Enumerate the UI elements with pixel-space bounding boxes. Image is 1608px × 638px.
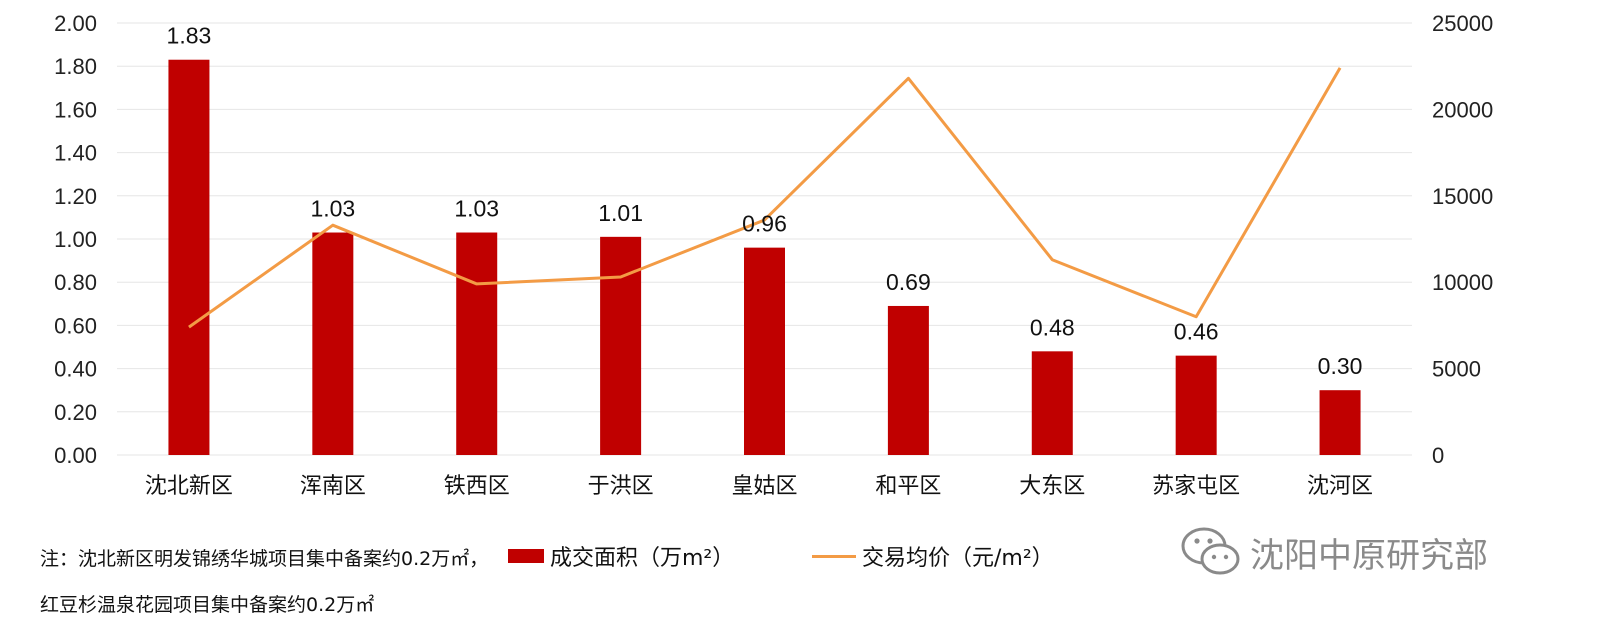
right-tick-label: 20000 <box>1432 97 1493 122</box>
bar-data-label: 0.96 <box>742 211 787 237</box>
category-label: 苏家屯区 <box>1152 474 1240 499</box>
watermark: 沈阳中原研究部 <box>1180 526 1488 578</box>
left-tick-label: 0.00 <box>54 443 97 468</box>
left-tick-label: 1.80 <box>54 54 97 79</box>
category-label: 沈北新区 <box>145 474 233 499</box>
legend-bar: 成交面积（万m²） <box>508 540 734 572</box>
wechat-icon <box>1181 527 1240 575</box>
bar <box>168 59 210 455</box>
category-label: 大东区 <box>1019 474 1085 499</box>
left-tick-label: 1.20 <box>54 184 97 209</box>
chart: 0.00 0.20 0.40 0.60 0.80 1.00 1.20 1.40 1.60 1.80… <box>54 11 1493 499</box>
bar <box>600 236 642 455</box>
left-axis: 0.00 0.20 0.40 0.60 0.80 1.00 1.20 1.40 1.60 1.80… <box>54 11 97 468</box>
legend-bar-swatch <box>508 549 544 563</box>
left-tick-label: 1.40 <box>54 141 97 166</box>
bar <box>1031 351 1073 455</box>
bar-data-label: 0.48 <box>1030 314 1075 340</box>
bar-data-label: 0.30 <box>1318 353 1363 379</box>
footnote-line-2: 红豆杉温泉花园项目集中备案约0.2万㎡ <box>40 594 375 616</box>
bar <box>744 247 785 455</box>
watermark-text: 沈阳中原研究部 <box>1250 535 1488 576</box>
bar-data-label: 0.46 <box>1174 319 1219 345</box>
bar <box>456 232 498 455</box>
right-axis: 0 5000 10000 15000 20000 25000 <box>1432 11 1493 468</box>
bar <box>312 232 354 455</box>
legend-line: 交易均价（元/m²） <box>812 540 1054 572</box>
category-label: 和平区 <box>875 474 941 499</box>
bar <box>1175 355 1217 455</box>
price-line <box>188 67 1342 329</box>
category-label: 皇姑区 <box>731 474 797 499</box>
left-tick-label: 2.00 <box>54 11 97 36</box>
right-tick-label: 10000 <box>1432 270 1493 295</box>
bar-data-label: 1.03 <box>454 196 499 222</box>
legend-line-swatch <box>812 554 856 558</box>
bar <box>887 305 929 455</box>
right-tick-label: 5000 <box>1432 357 1481 382</box>
category-label: 铁西区 <box>444 474 510 499</box>
bar-data-label: 1.83 <box>167 23 212 49</box>
left-tick-label: 0.20 <box>54 400 97 425</box>
right-tick-label: 0 <box>1432 443 1444 468</box>
left-tick-label: 1.00 <box>54 227 97 252</box>
bar-data-labels: 1.83 1.03 1.03 1.01 0.96 0.69 0.48 0.46 0.30 <box>167 23 1363 379</box>
legend-line-label: 交易均价（元/m²） <box>862 546 1054 571</box>
bar-series <box>168 59 1361 455</box>
left-tick-label: 1.60 <box>54 97 97 122</box>
legend-bar-label: 成交面积（万m²） <box>550 546 735 571</box>
category-label: 浑南区 <box>300 474 366 499</box>
right-tick-label: 15000 <box>1432 184 1493 209</box>
bar-data-label: 0.69 <box>886 269 931 295</box>
left-tick-label: 0.40 <box>54 357 97 382</box>
left-tick-label: 0.60 <box>54 313 97 338</box>
left-tick-label: 0.80 <box>54 270 97 295</box>
category-label: 沈河区 <box>1307 474 1373 499</box>
line-series <box>188 67 1342 329</box>
bar <box>1319 390 1361 455</box>
category-labels: 沈北新区 浑南区 铁西区 于洪区 皇姑区 和平区 大东区 苏家屯区 沈河区 <box>145 474 1373 499</box>
category-label: 于洪区 <box>588 474 654 499</box>
bar-data-label: 1.03 <box>310 196 355 222</box>
bar-data-label: 1.01 <box>598 200 643 226</box>
footnote-line-1: 注：沈北新区明发锦绣华城项目集中备案约0.2万㎡， <box>40 548 489 570</box>
right-tick-label: 25000 <box>1432 11 1493 36</box>
